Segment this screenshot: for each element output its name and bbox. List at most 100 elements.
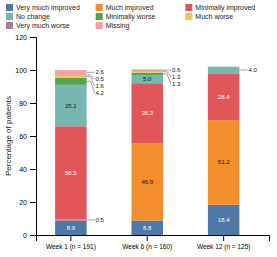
legend-item: Much worse (185, 13, 233, 20)
tick: Week 1 (n = 191) (46, 235, 96, 251)
tick: 100 (15, 67, 36, 74)
bar-segment (208, 66, 240, 67)
tick: 40 (19, 166, 36, 173)
y-axis-title: Percentage of patients (4, 96, 13, 176)
bar-segment (55, 85, 87, 126)
legend-swatch (6, 13, 13, 20)
tick: 20 (19, 199, 36, 206)
tick-label: 40 (19, 166, 27, 173)
legend-item: Very much worse (6, 22, 70, 30)
bar-segment (208, 120, 240, 204)
legend-label: Very much worse (16, 22, 70, 30)
legend-swatch (185, 13, 192, 20)
legend-swatch (6, 22, 13, 29)
tick-label: 0 (23, 232, 27, 239)
bar-segment (208, 66, 240, 67)
legend-swatch (185, 4, 192, 11)
tick-mark (70, 235, 71, 241)
tick-label: 80 (19, 100, 27, 107)
data-label: 5.0 (143, 76, 152, 82)
data-label: 8.9 (67, 225, 76, 231)
tick-mark (223, 235, 224, 241)
bar-segment (131, 69, 163, 70)
bar-segment (208, 73, 240, 120)
tick: 0 (23, 232, 36, 239)
label-leader (87, 81, 95, 93)
bar-segment (55, 78, 87, 85)
data-label: 8.8 (143, 225, 152, 231)
legend-item: Much improved (96, 4, 154, 12)
legend-item: Minimally improved (185, 4, 255, 12)
bar-segment (208, 66, 240, 67)
label-leader (163, 70, 171, 71)
axis-line (37, 236, 270, 242)
label-leader (163, 74, 171, 84)
data-label: 0.5 (96, 76, 105, 82)
bar-segment (131, 83, 163, 143)
tick-mark (30, 169, 36, 170)
data-label: 28.4 (218, 94, 230, 100)
tick-mark (30, 235, 36, 236)
tick-label: 120 (15, 34, 27, 41)
legend-item: Minimally worse (96, 13, 156, 21)
tick-mark (30, 202, 36, 203)
plot: 0 20 40 60 80 100 120 Week 1 (n = 191) Week 6 (n… (15, 34, 269, 251)
y-axis: 0 20 40 60 80 100 120 (15, 34, 36, 239)
tick-label: 60 (19, 133, 27, 140)
tick-label: 100 (15, 67, 27, 74)
bar-segment (131, 75, 163, 83)
data-label: 4.0 (248, 67, 257, 73)
legend-label: Much improved (106, 4, 154, 12)
legend-swatch (96, 13, 103, 20)
data-label: 0.5 (96, 217, 105, 223)
label-leader (87, 219, 95, 220)
legend: Very much improvedMuch improvedMinimally… (6, 4, 255, 30)
tick-mark (30, 136, 36, 137)
data-label: 25.1 (65, 103, 77, 109)
tick-mark (30, 37, 36, 38)
legend-label: Minimally improved (195, 4, 255, 12)
label-leader (239, 70, 247, 71)
legend-swatch (96, 4, 103, 11)
legend-label: Very much improved (16, 4, 80, 12)
bar-segment (131, 73, 163, 75)
bars (55, 67, 239, 235)
tick-mark (30, 70, 36, 71)
data-label: 1.6 (96, 83, 105, 89)
bar-segment (131, 71, 163, 73)
bar-segment (55, 126, 87, 219)
tick: 60 (19, 133, 36, 140)
bar-segment (131, 69, 163, 71)
bar-segment (208, 66, 240, 67)
data-labels: 8.956.525.12.60.51.64.20.58.846.936.35.0… (65, 67, 257, 231)
data-label: 4.2 (96, 90, 105, 96)
tick-mark (147, 235, 148, 241)
axis-line (30, 38, 37, 236)
bar-segment (208, 205, 240, 235)
data-label: 1.3 (172, 81, 181, 87)
data-label: 36.3 (141, 110, 153, 116)
legend-item: No change (6, 13, 50, 21)
label-leader (87, 72, 95, 73)
legend-label: No change (16, 13, 50, 21)
tick-label: Week 6 (n = 160) (122, 243, 172, 251)
legend-label: Missing (106, 22, 130, 30)
data-label: 51.2 (218, 159, 230, 165)
x-axis: Week 1 (n = 191) Week 6 (n = 160) Week 12 … (37, 235, 270, 251)
legend-label: Minimally worse (106, 13, 156, 21)
legend-swatch (6, 4, 13, 11)
bar-segment (55, 220, 87, 235)
legend-item: Very much improved (6, 4, 80, 12)
bar-segment (208, 67, 240, 74)
tick-label: 20 (19, 199, 27, 206)
bar-segment (131, 220, 163, 235)
legend-label: Much worse (195, 13, 233, 20)
tick-label: Week 12 (n = 125) (197, 243, 251, 251)
bar-segment (55, 75, 87, 78)
bar-segment (131, 143, 163, 220)
tick: Week 12 (n = 125) (197, 235, 251, 251)
tick: Week 6 (n = 160) (122, 235, 172, 251)
bar-segment (55, 70, 87, 74)
legend-swatch (96, 22, 103, 29)
data-label: 56.5 (65, 170, 77, 176)
